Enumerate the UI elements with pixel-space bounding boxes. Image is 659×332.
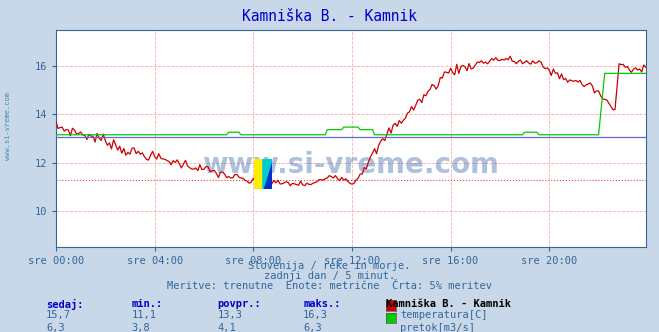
- Text: 6,3: 6,3: [303, 323, 322, 332]
- Text: maks.:: maks.:: [303, 299, 341, 309]
- Text: 11,1: 11,1: [132, 310, 157, 320]
- Text: Meritve: trenutne  Enote: metrične  Črta: 5% meritev: Meritve: trenutne Enote: metrične Črta: …: [167, 281, 492, 290]
- Text: povpr.:: povpr.:: [217, 299, 261, 309]
- Polygon shape: [263, 159, 272, 189]
- Text: temperatura[C]: temperatura[C]: [400, 310, 488, 320]
- Text: pretok[m3/s]: pretok[m3/s]: [400, 323, 475, 332]
- Text: sedaj:: sedaj:: [46, 299, 84, 310]
- Text: 4,1: 4,1: [217, 323, 236, 332]
- Text: Kamniška B. - Kamnik: Kamniška B. - Kamnik: [242, 9, 417, 24]
- Text: www.si-vreme.com: www.si-vreme.com: [202, 151, 500, 179]
- Text: 3,8: 3,8: [132, 323, 150, 332]
- Text: min.:: min.:: [132, 299, 163, 309]
- Polygon shape: [263, 159, 272, 189]
- Text: 15,7: 15,7: [46, 310, 71, 320]
- Text: 16,3: 16,3: [303, 310, 328, 320]
- Text: www.si-vreme.com: www.si-vreme.com: [5, 92, 11, 160]
- Text: zadnji dan / 5 minut.: zadnji dan / 5 minut.: [264, 271, 395, 281]
- Text: 13,3: 13,3: [217, 310, 243, 320]
- Text: 6,3: 6,3: [46, 323, 65, 332]
- Text: Slovenija / reke in morje.: Slovenija / reke in morje.: [248, 261, 411, 271]
- Text: Kamniška B. - Kamnik: Kamniška B. - Kamnik: [386, 299, 511, 309]
